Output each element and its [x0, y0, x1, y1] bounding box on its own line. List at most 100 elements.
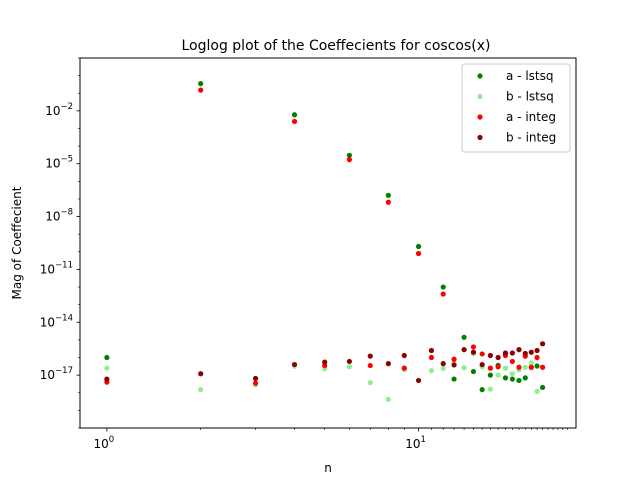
data-point: [479, 387, 485, 393]
data-point: [495, 364, 501, 370]
data-point: [440, 361, 446, 367]
data-point: [367, 353, 373, 359]
data-point: [502, 365, 509, 371]
data-point: [415, 250, 422, 257]
data-point: [346, 152, 352, 158]
data-point: [509, 358, 515, 365]
data-point: [479, 351, 485, 357]
data-point: [522, 350, 528, 357]
y-tick-label: 10−14: [40, 313, 73, 329]
data-point: [198, 87, 204, 93]
data-point: [528, 349, 534, 355]
data-point: [252, 380, 259, 386]
legend-marker: [477, 73, 483, 79]
legend-label: a - lstsq: [506, 69, 553, 83]
x-axis-label: n: [324, 461, 332, 475]
data-point: [428, 347, 435, 354]
data-point: [495, 354, 501, 361]
x-tick-label: 100: [94, 435, 115, 451]
data-point: [522, 364, 528, 370]
data-point: [522, 375, 528, 381]
plot-points: [104, 81, 546, 402]
data-point: [198, 387, 204, 393]
data-point: [104, 354, 110, 361]
y-axis-label: Mag of Coeffecient: [10, 186, 24, 299]
data-point: [534, 363, 540, 369]
data-point: [385, 361, 391, 367]
data-point: [291, 112, 298, 118]
x-tick-label: 101: [405, 435, 426, 451]
data-point: [534, 354, 540, 361]
data-point: [367, 379, 373, 386]
data-point: [440, 284, 446, 290]
legend-label: b - integ: [506, 131, 556, 145]
chart-title: Loglog plot of the Coeffecients for cosc…: [182, 38, 491, 54]
data-point: [528, 360, 534, 366]
data-point: [461, 334, 467, 340]
data-point: [198, 371, 204, 377]
data-point: [516, 364, 522, 370]
data-point: [385, 199, 391, 205]
data-point: [528, 364, 534, 370]
data-point: [461, 347, 467, 353]
data-point: [470, 349, 477, 355]
data-point: [401, 352, 407, 359]
data-point: [516, 377, 522, 384]
data-point: [415, 377, 422, 384]
data-point: [487, 386, 493, 392]
data-point: [440, 365, 446, 372]
data-point: [502, 350, 509, 356]
data-point: [470, 344, 477, 350]
data-point: [451, 362, 457, 368]
legend-marker: [477, 93, 483, 100]
legend-box: [461, 63, 571, 153]
data-point: [534, 388, 540, 394]
data-point: [516, 347, 522, 353]
data-point: [401, 365, 407, 371]
data-point: [322, 359, 328, 365]
data-point: [385, 396, 391, 402]
data-point: [428, 354, 435, 361]
data-point: [502, 375, 509, 381]
data-point: [470, 368, 477, 375]
data-point: [428, 368, 435, 374]
plot-frame: [79, 57, 577, 429]
data-point: [487, 352, 493, 359]
data-point: [509, 350, 515, 356]
y-tick-label: 10−2: [45, 102, 73, 118]
data-point: [252, 375, 259, 382]
data-point: [451, 376, 457, 382]
y-tick-label: 10−8: [45, 208, 73, 224]
y-tick-label: 10−5: [45, 155, 73, 171]
data-point: [451, 356, 457, 362]
data-point: [198, 81, 204, 87]
data-point: [539, 384, 546, 391]
data-point: [346, 364, 352, 370]
data-point: [461, 365, 467, 371]
data-point: [346, 358, 352, 365]
data-point: [346, 157, 352, 163]
x-axis: 100 101: [94, 428, 568, 451]
legend: a - lstsq b - lstsq a - integ b - integ: [461, 63, 571, 153]
legend-marker: [477, 134, 483, 141]
data-point: [440, 291, 446, 297]
data-point: [415, 243, 422, 250]
data-point: [487, 372, 493, 378]
y-tick-label: 10−11: [40, 260, 73, 276]
data-point: [539, 341, 546, 347]
legend-marker: [477, 114, 483, 120]
y-axis: 10−17 10−14 10−11 10−8 10−5 10−2: [40, 57, 80, 429]
data-point: [509, 376, 515, 382]
data-point: [291, 361, 298, 368]
data-point: [495, 372, 501, 378]
data-point: [291, 118, 298, 125]
data-point: [367, 362, 373, 369]
data-point: [509, 371, 515, 377]
data-point: [385, 192, 391, 198]
data-point: [534, 347, 540, 354]
data-point: [487, 365, 493, 371]
legend-label: a - integ: [506, 110, 556, 124]
data-point: [479, 361, 485, 368]
data-point: [539, 364, 546, 370]
